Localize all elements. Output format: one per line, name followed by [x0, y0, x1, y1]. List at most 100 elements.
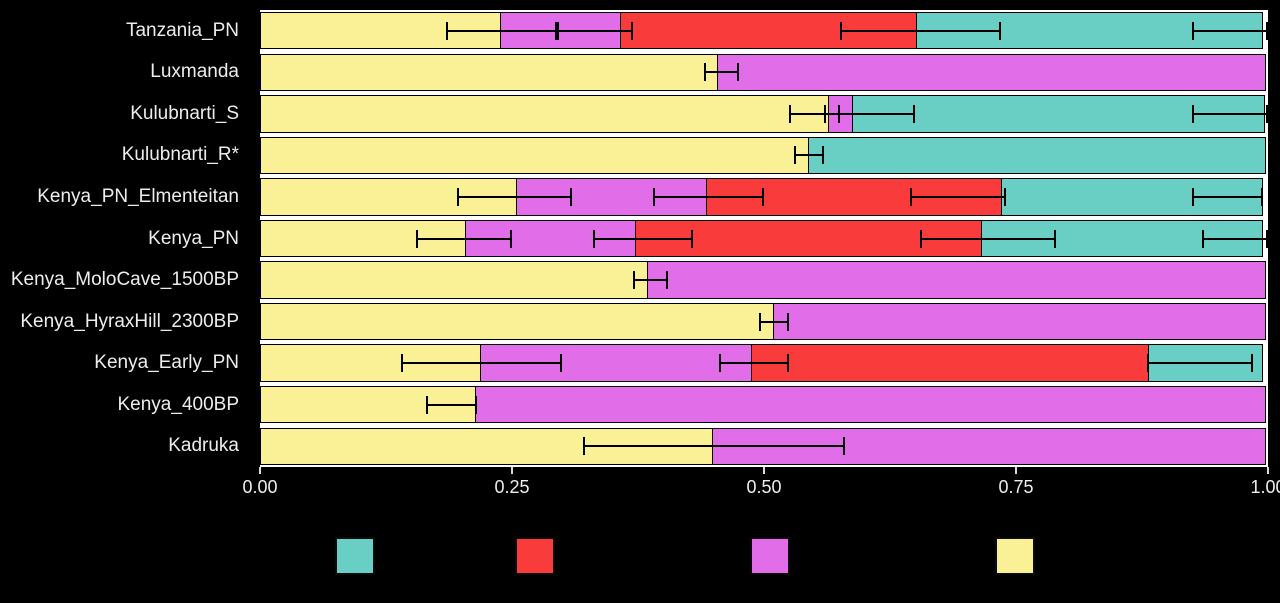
error-bar-line	[718, 362, 790, 365]
error-bar	[446, 21, 558, 40]
x-tick-label: 0.25	[494, 477, 530, 497]
bar-row	[260, 52, 1268, 94]
bar-row	[260, 384, 1268, 426]
error-bar-line	[1147, 362, 1253, 365]
error-bar-line	[789, 112, 840, 115]
stacked-bar	[260, 344, 1268, 382]
y-axis-label: Kenya_PN_Elmenteitan	[37, 185, 239, 207]
error-bar-cap	[560, 354, 563, 373]
legend	[0, 537, 1280, 579]
legend-swatch-yellow	[995, 537, 1035, 575]
y-axis-label: Kulubnarti_S	[130, 102, 239, 124]
x-tick-label: 1.00	[1250, 477, 1280, 497]
bar-row	[260, 135, 1268, 177]
error-bar	[794, 146, 825, 165]
bar-row	[260, 218, 1268, 260]
error-bar	[582, 437, 845, 456]
bar-row	[260, 342, 1268, 384]
bar-segment-yellow	[260, 53, 719, 92]
error-bar-line	[758, 320, 790, 323]
error-bar-cap	[787, 312, 790, 331]
bar-segment-yellow	[260, 261, 649, 299]
y-axis-label: Luxmanda	[150, 61, 239, 83]
bar-row	[260, 176, 1268, 218]
error-bar-line	[632, 279, 669, 282]
bar-segment-yellow	[260, 95, 830, 133]
error-bar-cap	[787, 354, 790, 373]
stacked-bar	[260, 95, 1268, 133]
error-bar-line	[910, 195, 1006, 198]
plot-area	[260, 10, 1268, 467]
x-tick-label: 0.50	[746, 477, 782, 497]
error-bar-cap	[1265, 21, 1268, 40]
error-bar-cap	[1260, 187, 1263, 206]
error-bar-line	[1192, 112, 1268, 115]
error-bar-line	[1192, 195, 1263, 198]
error-bar-cap	[822, 146, 825, 165]
error-bar-line	[416, 237, 512, 240]
stacked-bar	[260, 12, 1268, 50]
error-bar-cap	[1054, 229, 1057, 248]
error-bar	[824, 104, 916, 123]
legend-swatch-magenta	[750, 537, 790, 575]
error-bar-line	[703, 71, 739, 74]
error-bar-line	[920, 237, 1057, 240]
error-bar-cap	[630, 21, 633, 40]
error-bar	[653, 187, 764, 206]
error-bar-cap	[736, 63, 739, 82]
error-bar	[456, 187, 573, 206]
error-bar	[1147, 354, 1253, 373]
bar-segment-magenta	[717, 53, 1267, 92]
y-axis-label: Kenya_Early_PN	[94, 352, 239, 374]
error-bar	[632, 271, 669, 290]
error-bar-cap	[998, 21, 1001, 40]
stacked-bar	[260, 385, 1268, 424]
error-bar	[1192, 21, 1268, 40]
error-bar-cap	[555, 21, 558, 40]
error-bar	[839, 21, 1001, 40]
error-bar-line	[401, 362, 563, 365]
x-tick-mark	[259, 467, 261, 474]
error-bar	[557, 21, 633, 40]
error-bar-line	[794, 154, 825, 157]
x-tick-mark	[1267, 467, 1269, 474]
error-bar-line	[592, 237, 694, 240]
stacked-bar	[260, 136, 1268, 175]
y-axis-label: Kulubnarti_R*	[121, 144, 239, 166]
legend-swatch-teal	[335, 537, 375, 575]
bar-row	[260, 301, 1268, 343]
error-bar	[703, 63, 739, 82]
stacked-bar	[260, 178, 1268, 216]
error-bar	[426, 395, 477, 414]
legend-swatch-red	[515, 537, 555, 575]
stacked-bar	[260, 53, 1268, 92]
error-bar-cap	[666, 271, 669, 290]
error-bar-cap	[509, 229, 512, 248]
y-axis-label: Tanzania_PN	[125, 19, 239, 41]
x-tick-mark	[511, 467, 513, 474]
bar-segment-magenta	[480, 344, 753, 382]
y-axis-labels: Tanzania_PN Luxmanda Kulubnarti_S Kulubnart…	[0, 10, 250, 467]
y-axis-label: Kenya_MoloCave_1500BP	[10, 269, 239, 291]
bar-segment-teal	[807, 136, 1267, 175]
y-axis-label: Kenya_400BP	[117, 393, 240, 415]
bar-row	[260, 259, 1268, 301]
error-bar-cap	[913, 104, 916, 123]
error-bar-line	[1192, 29, 1268, 32]
bar-segment-magenta	[772, 302, 1267, 341]
bar-row	[260, 425, 1268, 467]
error-bar	[592, 229, 694, 248]
error-bar-cap	[691, 229, 694, 248]
y-axis-label: Kadruka	[168, 435, 239, 457]
x-axis: 0.00 0.25 0.50 0.75 1.00	[242, 467, 1280, 501]
error-bar	[920, 229, 1057, 248]
error-bar-line	[653, 195, 764, 198]
y-axis-label: Kenya_PN	[148, 227, 239, 249]
error-bar-line	[1202, 237, 1268, 240]
error-bar-line	[839, 29, 1001, 32]
bar-segment-red	[750, 344, 1150, 382]
error-bar-line	[557, 29, 633, 32]
error-bar-line	[456, 195, 573, 198]
stacked-bar	[260, 261, 1268, 299]
